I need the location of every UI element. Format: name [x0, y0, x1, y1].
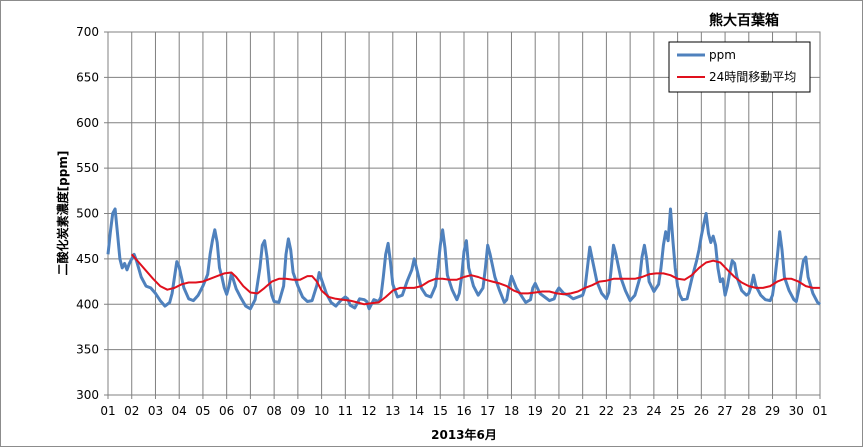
- y-axis-ticks: 300 350 400 450 500 550 600 650 700: [76, 25, 108, 402]
- legend-label-ppm: ppm: [709, 48, 736, 62]
- x-tick-label: 18: [504, 404, 519, 418]
- x-tick-label: 19: [528, 404, 543, 418]
- x-tick-label: 11: [338, 404, 353, 418]
- y-tick-label: 600: [76, 116, 99, 130]
- series-line-moving-average: [130, 253, 820, 306]
- legend: ppm 24時間移動平均: [668, 41, 811, 93]
- x-tick-label: 13: [385, 404, 400, 418]
- x-tick-label: 15: [433, 404, 448, 418]
- x-tick-label: 02: [124, 404, 139, 418]
- x-tick-label: 17: [480, 404, 495, 418]
- y-tick-label: 300: [76, 388, 99, 402]
- series-line-ppm: [106, 207, 821, 311]
- x-tick-label: 20: [551, 404, 566, 418]
- y-tick-label: 550: [76, 161, 99, 175]
- x-tick-label: 10: [314, 404, 329, 418]
- x-tick-label: 16: [456, 404, 471, 418]
- y-tick-label: 400: [76, 297, 99, 311]
- x-tick-label: 24: [646, 404, 661, 418]
- x-tick-label: 06: [219, 404, 234, 418]
- y-axis-label: 二酸化炭素濃度[ppm]: [55, 151, 70, 276]
- x-tick-label: 30: [789, 404, 804, 418]
- y-tick-label: 650: [76, 70, 99, 84]
- x-tick-label: 07: [243, 404, 258, 418]
- x-tick-label: 22: [599, 404, 614, 418]
- x-tick-label: 04: [172, 404, 187, 418]
- x-tick-label: 23: [622, 404, 637, 418]
- x-tick-label: 28: [741, 404, 756, 418]
- x-tick-label: 26: [694, 404, 709, 418]
- y-tick-label: 700: [76, 25, 99, 39]
- x-tick-label: 25: [670, 404, 685, 418]
- x-axis-ticks: 01 02 03 04 05 06 07 08 09 10 11 12 13 14 15 16 17 18 19 20…: [100, 395, 828, 418]
- x-tick-label: 03: [148, 404, 163, 418]
- chart-title: 熊大百葉箱: [709, 12, 779, 29]
- x-tick-label: 05: [195, 404, 210, 418]
- y-tick-label: 350: [76, 343, 99, 357]
- x-tick-label: 21: [575, 404, 590, 418]
- x-tick-label: 09: [290, 404, 305, 418]
- x-tick-label: 12: [361, 404, 376, 418]
- x-tick-label: 08: [266, 404, 281, 418]
- y-tick-label: 450: [76, 252, 99, 266]
- x-tick-label: 01: [812, 404, 827, 418]
- x-axis-label: 2013年6月: [431, 427, 497, 442]
- x-tick-label: 01: [100, 404, 115, 418]
- legend-label-moving-average: 24時間移動平均: [709, 70, 796, 84]
- series-layer: [106, 207, 821, 311]
- legend-box: [668, 41, 811, 93]
- y-tick-label: 500: [76, 207, 99, 221]
- x-tick-label: 27: [717, 404, 732, 418]
- x-tick-label: 29: [765, 404, 780, 418]
- x-tick-label: 14: [409, 404, 424, 418]
